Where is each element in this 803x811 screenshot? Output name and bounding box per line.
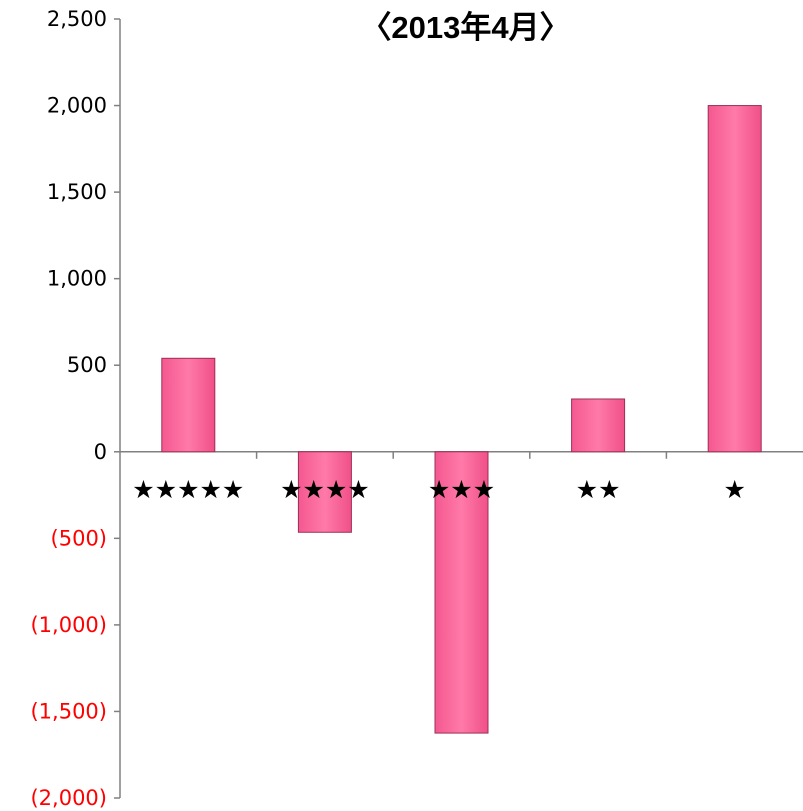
y-tick-label: (1,500) — [30, 699, 107, 723]
y-tick-label: 1,500 — [47, 180, 107, 204]
bar — [297, 451, 352, 533]
bar — [434, 451, 489, 734]
x-tick-label: ★★★★ — [280, 475, 370, 504]
y-tick-label: (2,000) — [30, 786, 107, 810]
x-tick-label: ★★★ — [428, 475, 495, 504]
y-tick-label: 500 — [67, 353, 107, 377]
bars — [161, 105, 762, 734]
x-tick-label: ★★★★★ — [132, 475, 244, 504]
y-tick-label: (1,000) — [30, 613, 107, 637]
y-tick-label: 2,000 — [47, 94, 107, 118]
y-axis: 2,500 2,000 1,500 1,000 500 0 (500) (1,000) (1,5… — [30, 7, 121, 810]
x-tick-labels: ★★★★★ ★★★★ ★★★ ★★ ★ — [132, 475, 746, 504]
y-tick-label: 2,500 — [47, 7, 107, 31]
x-tick-label: ★★ — [576, 475, 621, 504]
y-tick-label: (500) — [51, 526, 107, 550]
chart-title: 〈2013年4月〉 — [360, 10, 571, 45]
y-tick-label: 1,000 — [47, 267, 107, 291]
bar — [161, 357, 216, 453]
x-tick-label: ★ — [723, 475, 745, 504]
y-tick-label: 0 — [94, 440, 107, 464]
bar — [571, 398, 626, 453]
bar — [707, 105, 762, 453]
